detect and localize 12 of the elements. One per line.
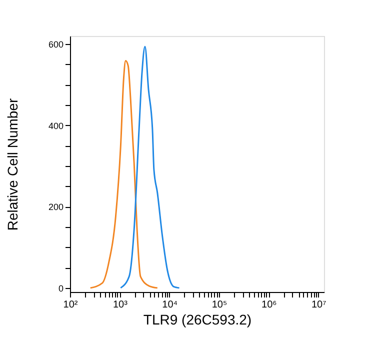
- x-axis-title: TLR9 (26C593.2): [143, 312, 252, 328]
- y-tick-label: 200: [48, 202, 64, 212]
- x-tick-label: 10²: [63, 300, 78, 310]
- x-tick-label: 10⁷: [311, 300, 327, 310]
- x-tick-label: 10⁶: [262, 300, 277, 310]
- x-tick-label: 10³: [112, 300, 128, 310]
- y-tick-label: 600: [48, 40, 64, 50]
- y-tick-label: 0: [58, 283, 64, 294]
- y-tick-label: 400: [48, 120, 64, 131]
- x-tick-label: 10⁴: [162, 300, 178, 310]
- x-tick-label: 10⁵: [212, 300, 228, 310]
- y-axis-title: Relative Cell Number: [4, 98, 20, 231]
